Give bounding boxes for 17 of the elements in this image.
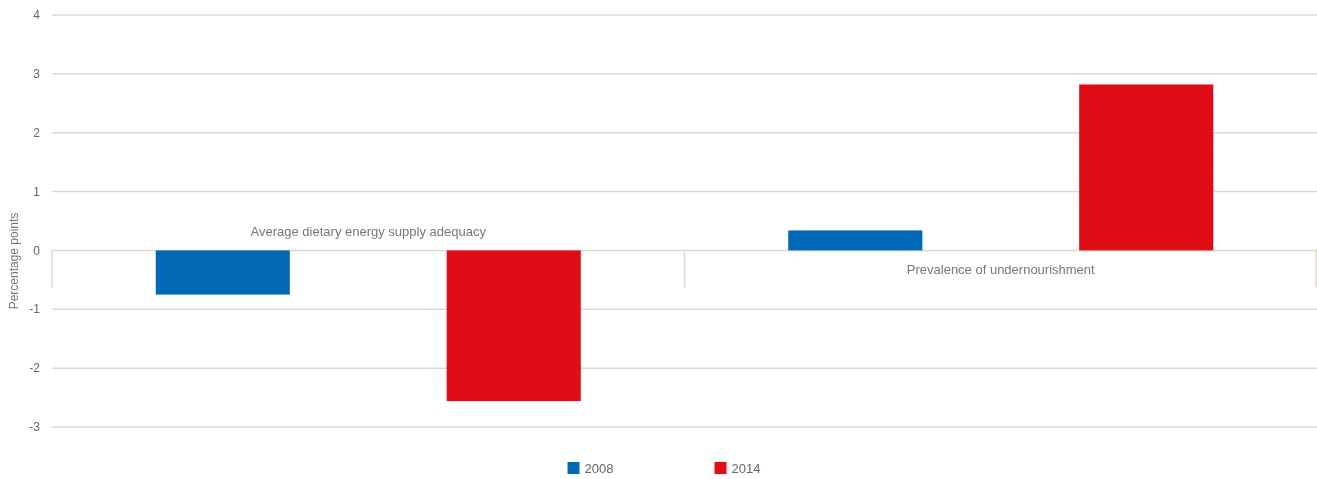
y-tick-label: 4 (33, 8, 41, 23)
y-tick-label: 3 (33, 67, 41, 82)
legend-label: 2008 (584, 460, 614, 476)
y-tick-label: 2 (33, 125, 41, 140)
y-tick-label: 1 (33, 184, 41, 199)
bar (1079, 84, 1214, 251)
x-tick-label: Prevalence of undernourishment (906, 262, 1096, 278)
y-tick-label: -3 (29, 420, 41, 435)
bar (155, 250, 290, 295)
y-tick-label: 0 (33, 243, 41, 258)
bar (788, 230, 923, 251)
y-tick-label: -2 (29, 361, 41, 376)
y-axis-title: Percentage points (7, 212, 21, 310)
y-tick-label: -1 (29, 302, 41, 317)
bar (446, 250, 581, 402)
x-tick-label: Average dietary energy supply adequacy (250, 224, 487, 240)
legend-label: 2014 (731, 460, 761, 476)
